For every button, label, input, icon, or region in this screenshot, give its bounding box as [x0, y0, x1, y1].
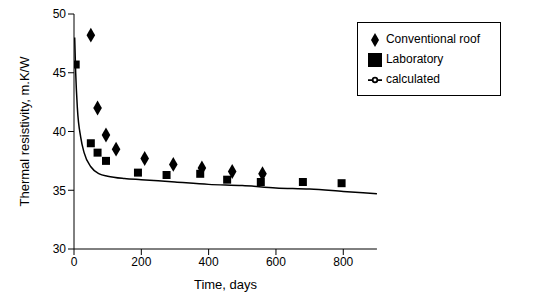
html-text:Conventional roof: Conventional roof: [385, 32, 480, 46]
svg-text:50: 50: [53, 8, 67, 21]
html-text:calculated: calculated: [385, 72, 440, 86]
svg-text:600: 600: [266, 255, 286, 269]
svg-text:800: 800: [333, 255, 353, 269]
svg-text:40: 40: [53, 125, 67, 139]
svg-text:30: 30: [53, 242, 67, 256]
svg-text:400: 400: [199, 255, 219, 269]
svg-text:45: 45: [53, 66, 67, 80]
svg-text:Thermal resistivity, m.K/W: Thermal resistivity, m.K/W: [17, 56, 32, 207]
html-text:Laboratory: Laboratory: [385, 52, 444, 66]
svg-text:35: 35: [53, 184, 67, 198]
svg-text:200: 200: [131, 255, 151, 269]
svg-text:0: 0: [71, 255, 78, 269]
svg-text:Time, days: Time, days: [194, 277, 258, 292]
